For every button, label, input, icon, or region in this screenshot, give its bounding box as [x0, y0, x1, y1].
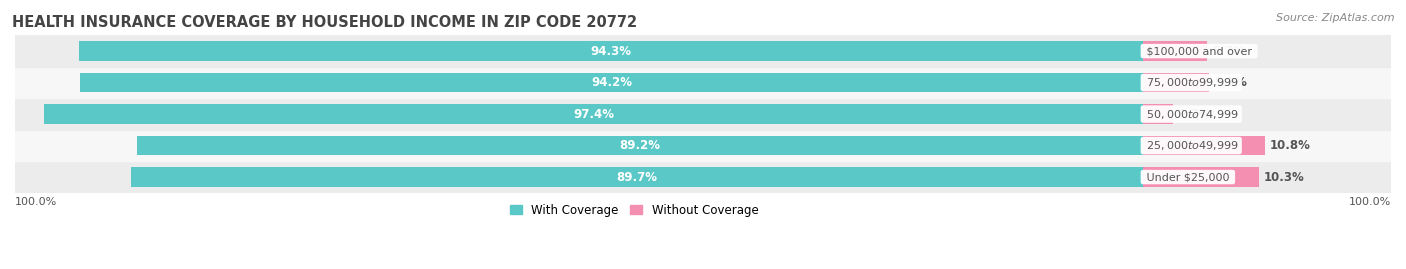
Text: 100.0%: 100.0%	[1348, 197, 1391, 207]
Text: $100,000 and over: $100,000 and over	[1143, 46, 1256, 56]
Text: $50,000 to $74,999: $50,000 to $74,999	[1143, 108, 1240, 121]
Bar	[80, 73, 1143, 92]
Bar	[131, 167, 1143, 187]
Text: 10.8%: 10.8%	[1270, 139, 1310, 152]
Bar	[79, 41, 1143, 61]
Bar	[15, 98, 1391, 130]
Text: 5.7%: 5.7%	[1212, 45, 1244, 58]
Text: $25,000 to $49,999: $25,000 to $49,999	[1143, 139, 1240, 152]
Text: 94.2%: 94.2%	[591, 76, 633, 89]
Text: 89.2%: 89.2%	[619, 139, 661, 152]
Text: Source: ZipAtlas.com: Source: ZipAtlas.com	[1277, 13, 1395, 23]
Text: 10.3%: 10.3%	[1264, 171, 1305, 183]
Bar	[1143, 41, 1208, 61]
Text: 89.7%: 89.7%	[616, 171, 658, 183]
Bar	[45, 104, 1143, 124]
Text: 5.9%: 5.9%	[1213, 76, 1247, 89]
Bar	[1143, 73, 1209, 92]
Bar	[1143, 167, 1258, 187]
Bar	[136, 136, 1143, 155]
Text: HEALTH INSURANCE COVERAGE BY HOUSEHOLD INCOME IN ZIP CODE 20772: HEALTH INSURANCE COVERAGE BY HOUSEHOLD I…	[13, 15, 637, 30]
Bar	[15, 161, 1391, 193]
Text: 94.3%: 94.3%	[591, 45, 631, 58]
Text: 100.0%: 100.0%	[15, 197, 58, 207]
Bar	[1143, 136, 1264, 155]
Legend: With Coverage, Without Coverage: With Coverage, Without Coverage	[505, 199, 763, 222]
Text: 97.4%: 97.4%	[574, 108, 614, 121]
Text: $75,000 to $99,999: $75,000 to $99,999	[1143, 76, 1240, 89]
Text: 2.7%: 2.7%	[1178, 108, 1211, 121]
Bar	[1143, 104, 1174, 124]
Bar	[15, 130, 1391, 161]
Bar	[15, 35, 1391, 67]
Bar	[15, 67, 1391, 98]
Text: Under $25,000: Under $25,000	[1143, 172, 1233, 182]
